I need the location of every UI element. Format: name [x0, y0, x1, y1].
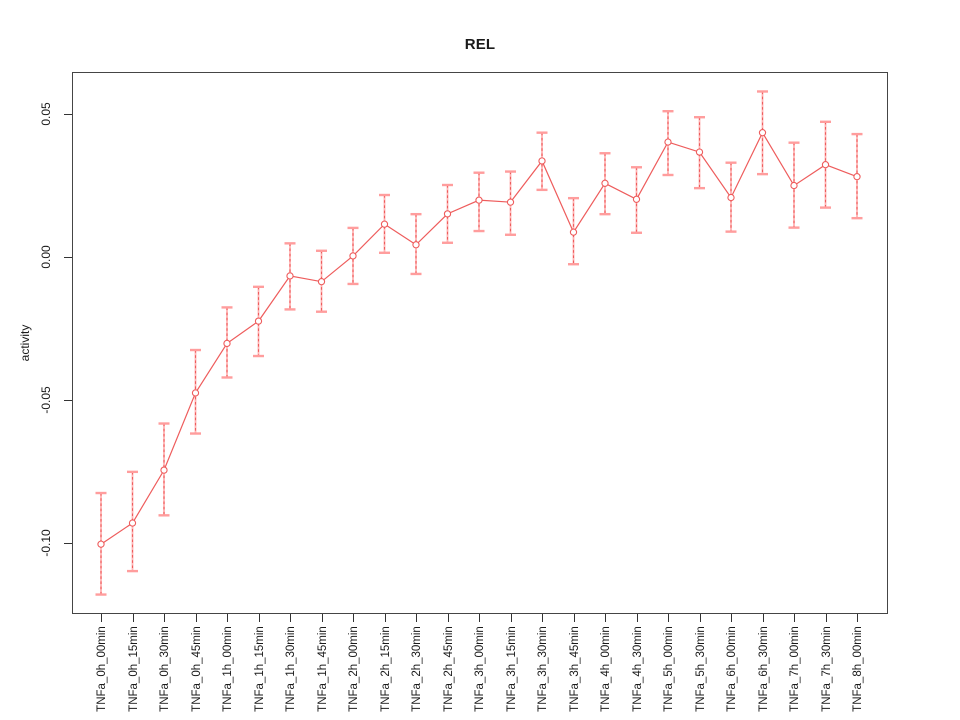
x-axis-tick-label: TNFa_1h_30min — [285, 626, 297, 712]
x-axis-tick — [825, 614, 827, 622]
x-axis-tick-label: TNFa_0h_45min — [190, 626, 203, 712]
x-axis-tick — [384, 614, 386, 622]
x-axis-tick — [636, 614, 638, 622]
x-axis-tick-label: TNFa_8h_00min — [852, 626, 864, 712]
data-point — [569, 228, 578, 236]
x-axis-tick — [101, 614, 102, 622]
x-axis-tick-label: TNFa_3h_30min — [537, 626, 549, 712]
x-axis-tick — [353, 614, 354, 622]
x-axis-tick — [762, 614, 764, 622]
x-axis-tick-label: TNFa_2h_45min — [442, 626, 455, 712]
y-axis-tick-label: -0.05 — [39, 385, 53, 414]
data-point — [223, 339, 231, 348]
x-axis-tick-label: TNFa_3h_15min — [505, 626, 518, 712]
data-point — [97, 540, 105, 548]
x-axis-tick-label: TNFa_2h_30min — [411, 626, 423, 712]
x-axis-tick-label: TNFa_7h_00min — [789, 626, 801, 712]
x-axis-tick-label: TNFa_1h_00min — [222, 626, 234, 712]
y-axis-tick — [64, 399, 72, 401]
data-point — [349, 252, 357, 260]
data-point — [128, 519, 137, 527]
x-axis-tick-label: TNFa_6h_30min — [757, 626, 770, 712]
y-axis-tick — [64, 113, 72, 115]
x-axis-tick — [321, 614, 323, 622]
data-point — [601, 179, 609, 187]
data-point — [853, 173, 861, 181]
x-axis-tick-label: TNFa_6h_00min — [726, 626, 738, 712]
y-axis-tick-label: -0.10 — [39, 528, 53, 557]
x-axis-tick — [258, 614, 260, 622]
x-axis-tick-label: TNFa_2h_15min — [379, 626, 392, 712]
data-point — [695, 148, 704, 156]
x-axis-tick-label: TNFa_4h_00min — [600, 626, 612, 712]
x-axis-tick-label: TNFa_1h_45min — [316, 626, 329, 712]
x-axis-tick — [510, 614, 512, 622]
x-axis-tick — [132, 614, 134, 622]
data-series-layer — [95, 90, 863, 596]
x-axis-tick-label: TNFa_1h_15min — [253, 626, 266, 712]
data-point — [538, 157, 546, 165]
data-point — [727, 193, 735, 202]
data-point — [254, 317, 263, 325]
x-axis-tick — [416, 614, 417, 622]
data-point — [412, 241, 420, 249]
data-point — [317, 278, 326, 286]
y-axis-tick — [64, 256, 72, 258]
x-axis-tick — [447, 614, 449, 622]
y-axis-tick-label: 0.05 — [39, 101, 53, 126]
y-axis-title: activity — [18, 324, 32, 362]
y-axis-tick-label: 0.00 — [39, 244, 53, 269]
data-point — [632, 195, 641, 203]
data-point — [790, 181, 798, 190]
x-axis-tick-label: TNFa_4h_30min — [631, 626, 644, 712]
x-axis-tick-label: TNFa_3h_45min — [568, 626, 581, 712]
data-point — [443, 210, 452, 218]
data-point — [475, 196, 483, 204]
x-axis-tick — [668, 614, 669, 622]
chart-title: REL — [464, 36, 496, 53]
data-point — [380, 220, 389, 228]
data-point — [506, 198, 515, 206]
data-point — [286, 272, 294, 280]
x-axis-tick — [699, 614, 701, 622]
x-axis-tick — [542, 614, 543, 622]
x-axis-tick-label: TNFa_0h_30min — [159, 626, 171, 712]
plot-area-box — [72, 72, 888, 614]
x-axis-tick — [857, 614, 858, 622]
x-axis-tick-label: TNFa_5h_00min — [663, 626, 675, 712]
data-point — [821, 161, 830, 169]
x-axis-tick — [605, 614, 606, 622]
x-axis-tick — [731, 614, 732, 622]
data-point — [758, 129, 767, 137]
x-axis-tick — [164, 614, 165, 622]
x-axis-tick — [227, 614, 228, 622]
data-point — [664, 138, 672, 146]
x-axis-tick — [195, 614, 197, 622]
x-axis-tick-label: TNFa_0h_00min — [96, 626, 108, 712]
x-axis-tick — [573, 614, 575, 622]
x-axis-tick-label: TNFa_5h_30min — [694, 626, 707, 712]
y-axis-tick — [64, 542, 72, 544]
x-axis-tick — [794, 614, 795, 622]
x-axis-tick-label: TNFa_3h_00min — [474, 626, 486, 712]
x-axis-tick — [290, 614, 291, 622]
x-axis-tick-label: TNFa_0h_15min — [127, 626, 140, 712]
data-point — [191, 389, 200, 397]
x-axis-tick-label: TNFa_7h_30min — [820, 626, 833, 712]
data-point — [160, 466, 168, 474]
x-axis-tick — [479, 614, 480, 622]
x-axis-tick-label: TNFa_2h_00min — [348, 626, 360, 712]
